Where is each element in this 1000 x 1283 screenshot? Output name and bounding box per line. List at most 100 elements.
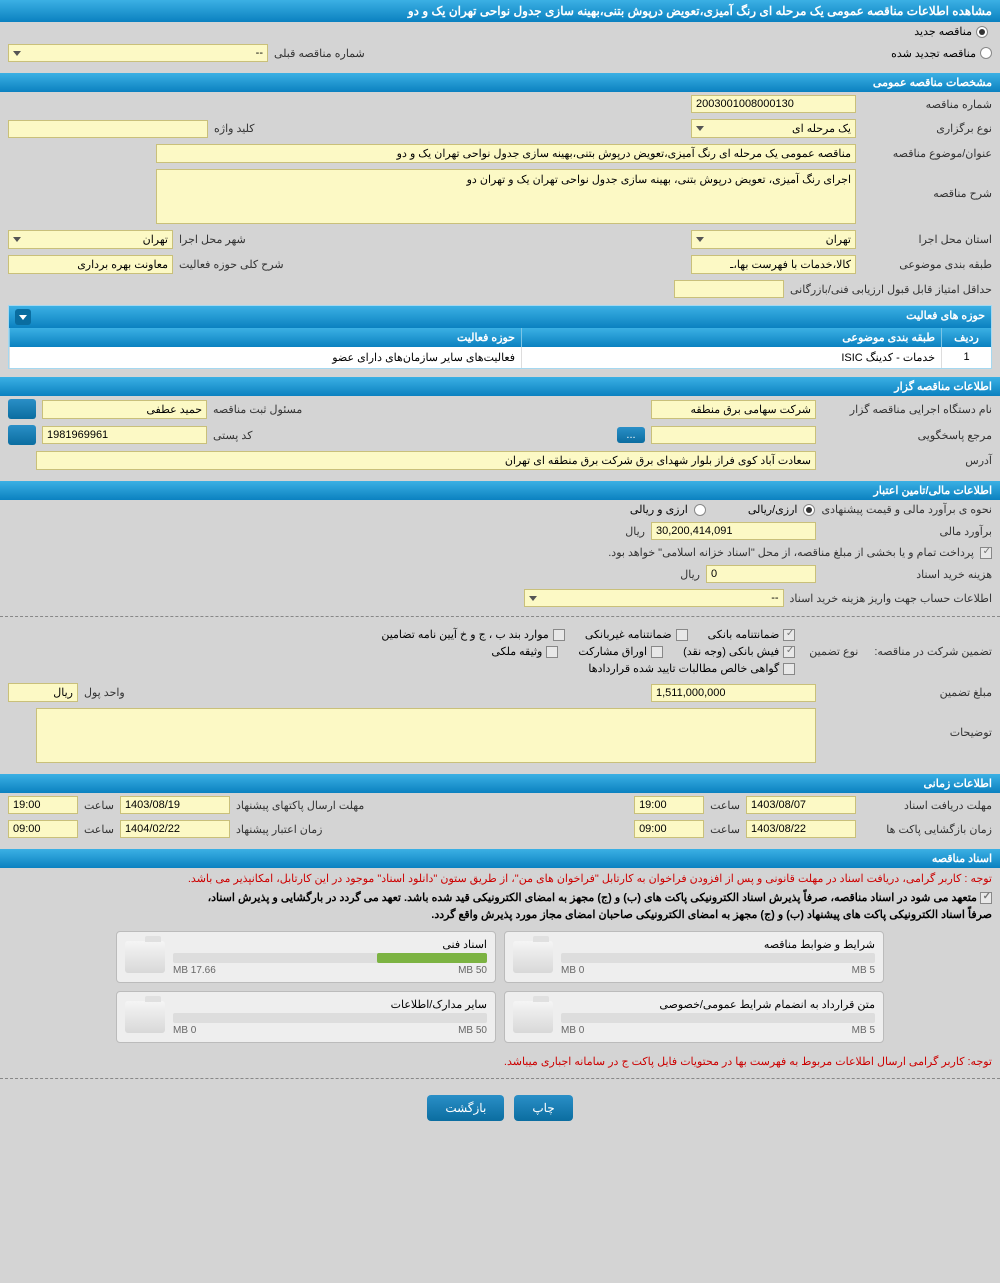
hour-label-2: ساعت (84, 799, 114, 812)
receive-label: مهلت دریافت اسناد (862, 799, 992, 812)
file-grid: شرایط و ضوابط مناقصه 5 MB0 MB اسناد فنی … (0, 923, 1000, 1051)
reg-lookup-button[interactable] (8, 399, 36, 419)
valid-time: 09:00 (8, 820, 78, 838)
keyword-field[interactable] (8, 120, 208, 138)
cb-receivables[interactable]: گواهی خالص مطالبات تایید شده قراردادها (588, 662, 795, 675)
print-button[interactable]: چاپ (514, 1095, 572, 1121)
treasury-note: پرداخت تمام و یا بخشی از مبلغ مناقصه، از… (608, 546, 974, 559)
chevron-down-icon (19, 315, 27, 320)
docs-note1: متعهد می شود در اسناد مناقصه، صرفاً پذیر… (208, 892, 977, 904)
cb-bank-guarantee[interactable]: ضمانتنامه بانکی (708, 628, 796, 641)
account-label: اطلاعات حساب جهت واریز هزینه خرید اسناد (790, 592, 992, 605)
cb-bank-receipt[interactable]: فیش بانکی (وجه نقد) (683, 645, 795, 658)
hour-label-3: ساعت (710, 823, 740, 836)
open-time: 09:00 (634, 820, 704, 838)
send-date: 1403/08/19 (120, 796, 230, 814)
title-label: عنوان/موضوع مناقصه (862, 147, 992, 160)
valid-label: زمان اعتبار پیشنهاد (236, 823, 323, 836)
radio-icon (976, 26, 988, 38)
guarantee-desc-field[interactable] (36, 708, 816, 763)
hold-type-select[interactable]: یک مرحله ای (691, 119, 856, 138)
estimate-field: 30,200,414,091 (651, 522, 816, 540)
col-category-header: طبقه بندی موضوعی (521, 328, 941, 347)
org-label: نام دستگاه اجرایی مناقصه گزار (822, 403, 992, 416)
keyword-label: کلید واژه (214, 122, 254, 135)
prev-tender-select[interactable]: -- (8, 44, 268, 62)
city-select[interactable]: تهران (8, 230, 173, 249)
resp-lookup-button[interactable]: ... (617, 427, 645, 443)
tender-renewed-label: مناقصه تجدید شده (891, 47, 976, 60)
cb-regulation-items[interactable]: موارد بند ب ، ج و خ آیین نامه تضامین (381, 628, 564, 641)
cb-bonds[interactable]: اوراق مشارکت (578, 645, 663, 658)
account-select[interactable]: -- (524, 589, 784, 607)
folder-icon (513, 941, 553, 973)
collapse-button[interactable] (15, 309, 31, 325)
receive-time: 19:00 (634, 796, 704, 814)
desc-label: شرح مناقصه (862, 169, 992, 200)
folder-icon (513, 1001, 553, 1033)
min-score-field[interactable] (674, 280, 784, 298)
scope-field: معاونت بهره برداری (8, 255, 173, 274)
file-box-contract[interactable]: متن قرارداد به انضمام شرایط عمومی/خصوصی … (504, 991, 884, 1043)
unit-rial-1: ریال (625, 525, 645, 538)
treasury-checkbox[interactable] (980, 547, 992, 559)
cb-nonbank-guarantee[interactable]: ضمانتنامه غیربانکی (585, 628, 688, 641)
address-label: آدرس (822, 454, 992, 467)
chevron-down-icon (696, 126, 704, 131)
cell-n: 1 (941, 347, 991, 368)
col-scope-header: حوزه فعالیت (9, 328, 521, 347)
open-date: 1403/08/22 (746, 820, 856, 838)
unit-rial-2: ریال (680, 568, 700, 581)
section-owner-header: اطلاعات مناقصه گزار (0, 377, 1000, 396)
file-title: شرایط و ضوابط مناقصه (561, 938, 875, 951)
docs-note2: صرفاً اسناد الکترونیکی پاکت های پیشنهاد … (0, 906, 1000, 923)
folder-icon (125, 941, 165, 973)
file-box-other[interactable]: سایر مدارک/اطلاعات 50 MB0 MB (116, 991, 496, 1043)
scope-label: شرح کلی حوزه فعالیت (179, 258, 284, 271)
guarantee-amount-field: 1,511,000,000 (651, 684, 816, 702)
back-button[interactable]: بازگشت (427, 1095, 504, 1121)
postal-label: کد پستی (213, 429, 252, 442)
col-row-header: ردیف (941, 328, 991, 347)
activity-table-title: حوزه های فعالیت (906, 309, 985, 325)
activity-table: حوزه های فعالیت ردیف طبقه بندی موضوعی حو… (8, 305, 992, 369)
title-field: مناقصه عمومی یک مرحله ای رنگ آمیزی،تعویض… (156, 144, 856, 163)
chevron-down-icon (13, 51, 21, 56)
tender-renewed-radio[interactable]: مناقصه تجدید شده (891, 47, 992, 60)
hour-label-4: ساعت (84, 823, 114, 836)
cb-property[interactable]: وثیقه ملکی (491, 645, 558, 658)
desc-field: اجرای رنگ آمیزی، تعویض درپوش بتنی، بهینه… (156, 169, 856, 224)
guarantee-type-label: نوع تضمین (809, 645, 858, 658)
docs-note-red: توجه : کاربر گرامی، دریافت اسناد در مهلت… (0, 868, 1000, 889)
section-time-header: اطلاعات زمانی (0, 774, 1000, 793)
cell-scope: فعالیت‌های سایر سازمان‌های دارای عضو (9, 347, 521, 368)
separator (0, 616, 1000, 617)
opt-rial-label[interactable]: ارزی/ریالی (748, 503, 798, 516)
doc-fee-label: هزینه خرید اسناد (822, 568, 992, 581)
cell-category: خدمات - کدینگ ISIC (521, 347, 941, 368)
radio-icon (694, 504, 706, 516)
province-select[interactable]: تهران (691, 230, 856, 249)
page-title: مشاهده اطلاعات مناقصه عمومی یک مرحله ای … (0, 0, 1000, 22)
separator (0, 1078, 1000, 1079)
section-general-header: مشخصات مناقصه عمومی (0, 73, 1000, 92)
prev-tender-label: شماره مناقصه قبلی (274, 47, 365, 60)
opt-both-label[interactable]: ارزی و ریالی (630, 503, 688, 516)
open-label: زمان بازگشایی پاکت ها (862, 823, 992, 836)
tender-new-radio[interactable]: مناقصه جدید (0, 22, 1000, 41)
file-box-terms[interactable]: شرایط و ضوابط مناقصه 5 MB0 MB (504, 931, 884, 983)
guarantee-unit-field: ریال (8, 683, 78, 702)
table-row: 1 خدمات - کدینگ ISIC فعالیت‌های سایر ساز… (9, 347, 991, 368)
province-label: استان محل اجرا (862, 233, 992, 246)
estimate-label: برآورد مالی (822, 525, 992, 538)
chevron-down-icon (696, 237, 704, 242)
hour-label-1: ساعت (710, 799, 740, 812)
file-title: اسناد فنی (173, 938, 487, 951)
commit-checkbox[interactable] (980, 892, 992, 904)
address-field: سعادت آباد کوی فراز بلوار شهدای برق شرکت… (36, 451, 816, 470)
file-box-technical[interactable]: اسناد فنی 50 MB17.66 MB (116, 931, 496, 983)
postal-lookup-button[interactable] (8, 425, 36, 445)
radio-icon (980, 47, 992, 59)
folder-icon (125, 1001, 165, 1033)
file-title: سایر مدارک/اطلاعات (173, 998, 487, 1011)
